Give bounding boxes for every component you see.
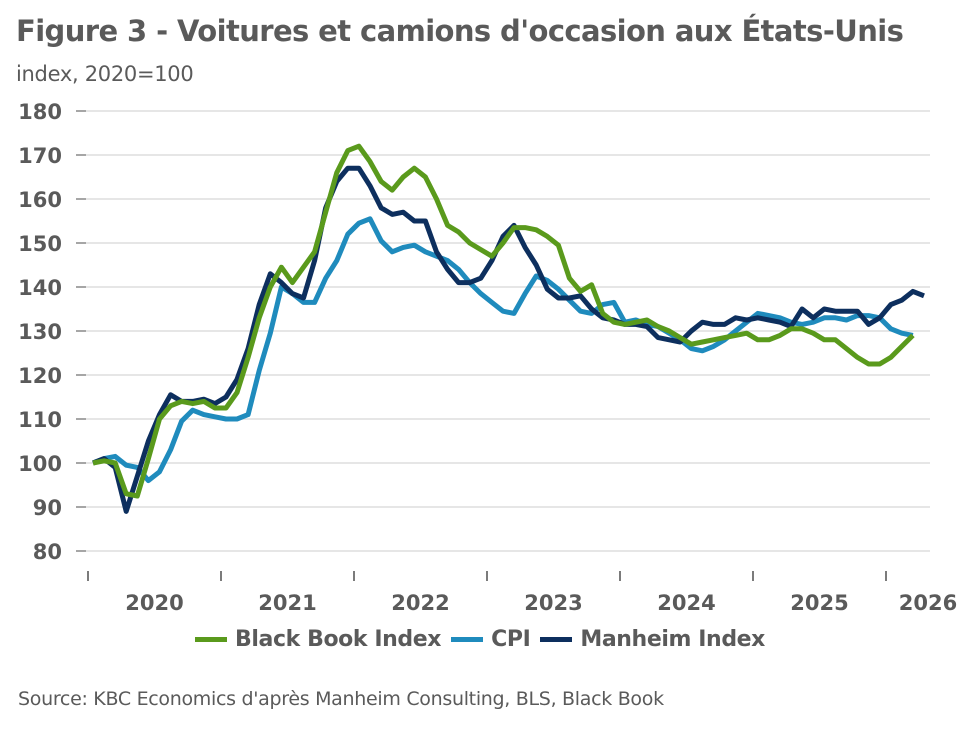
series-line-black-book-index [92, 143, 915, 499]
y-tick-label: 90 [33, 496, 62, 520]
y-tick-label: 180 [18, 100, 62, 124]
y-tick-label: 170 [18, 144, 62, 168]
x-tick-label: 2022 [391, 591, 449, 615]
legend-label: Manheim Index [580, 627, 765, 652]
x-tick-label: 2023 [524, 591, 582, 615]
legend-swatch [540, 637, 573, 642]
y-tick-label: 120 [18, 364, 62, 388]
x-tick-label: 2026 [899, 591, 957, 615]
gridlines [86, 110, 930, 552]
x-tick-label: 2025 [790, 591, 848, 615]
x-tick-label: 2024 [657, 591, 715, 615]
series-lines [92, 143, 925, 514]
y-tick-label: 160 [18, 188, 62, 212]
x-axis: 2020 2021 2022 2023 2024 2025 2026 [87, 571, 957, 615]
legend-item-black-book-index: Black Book Index [195, 627, 441, 652]
series-line-manheim-index [92, 165, 925, 514]
y-tick-label: 140 [18, 276, 62, 300]
legend: Black Book Index CPI Manheim Index [0, 627, 960, 652]
y-tick-label: 100 [18, 452, 62, 476]
legend-label: Black Book Index [235, 627, 442, 652]
chart-title: Figure 3 - Voitures et camions d'occasio… [16, 14, 904, 48]
y-axis: 80 90 100 110 120 130 140 150 160 170 180 [18, 100, 86, 564]
y-tick-label: 130 [18, 320, 62, 344]
y-tick-label: 150 [18, 232, 62, 256]
x-tick-label: 2021 [258, 591, 316, 615]
x-tick-label: 2020 [125, 591, 183, 615]
legend-label: CPI [491, 627, 531, 652]
y-tick-label: 110 [18, 408, 62, 432]
legend-swatch [195, 637, 227, 642]
line-chart: 80 90 100 110 120 130 140 150 160 170 180 2020 2021… [18, 100, 957, 615]
legend-swatch [451, 637, 484, 642]
y-tick-label: 80 [33, 540, 62, 564]
legend-item-cpi: CPI [451, 627, 531, 652]
legend-item-manheim-index: Manheim Index [540, 627, 765, 652]
source-note: Source: KBC Economics d'après Manheim Co… [18, 688, 664, 710]
chart-subtitle: index, 2020=100 [16, 62, 194, 86]
series-line-cpi [92, 216, 914, 484]
